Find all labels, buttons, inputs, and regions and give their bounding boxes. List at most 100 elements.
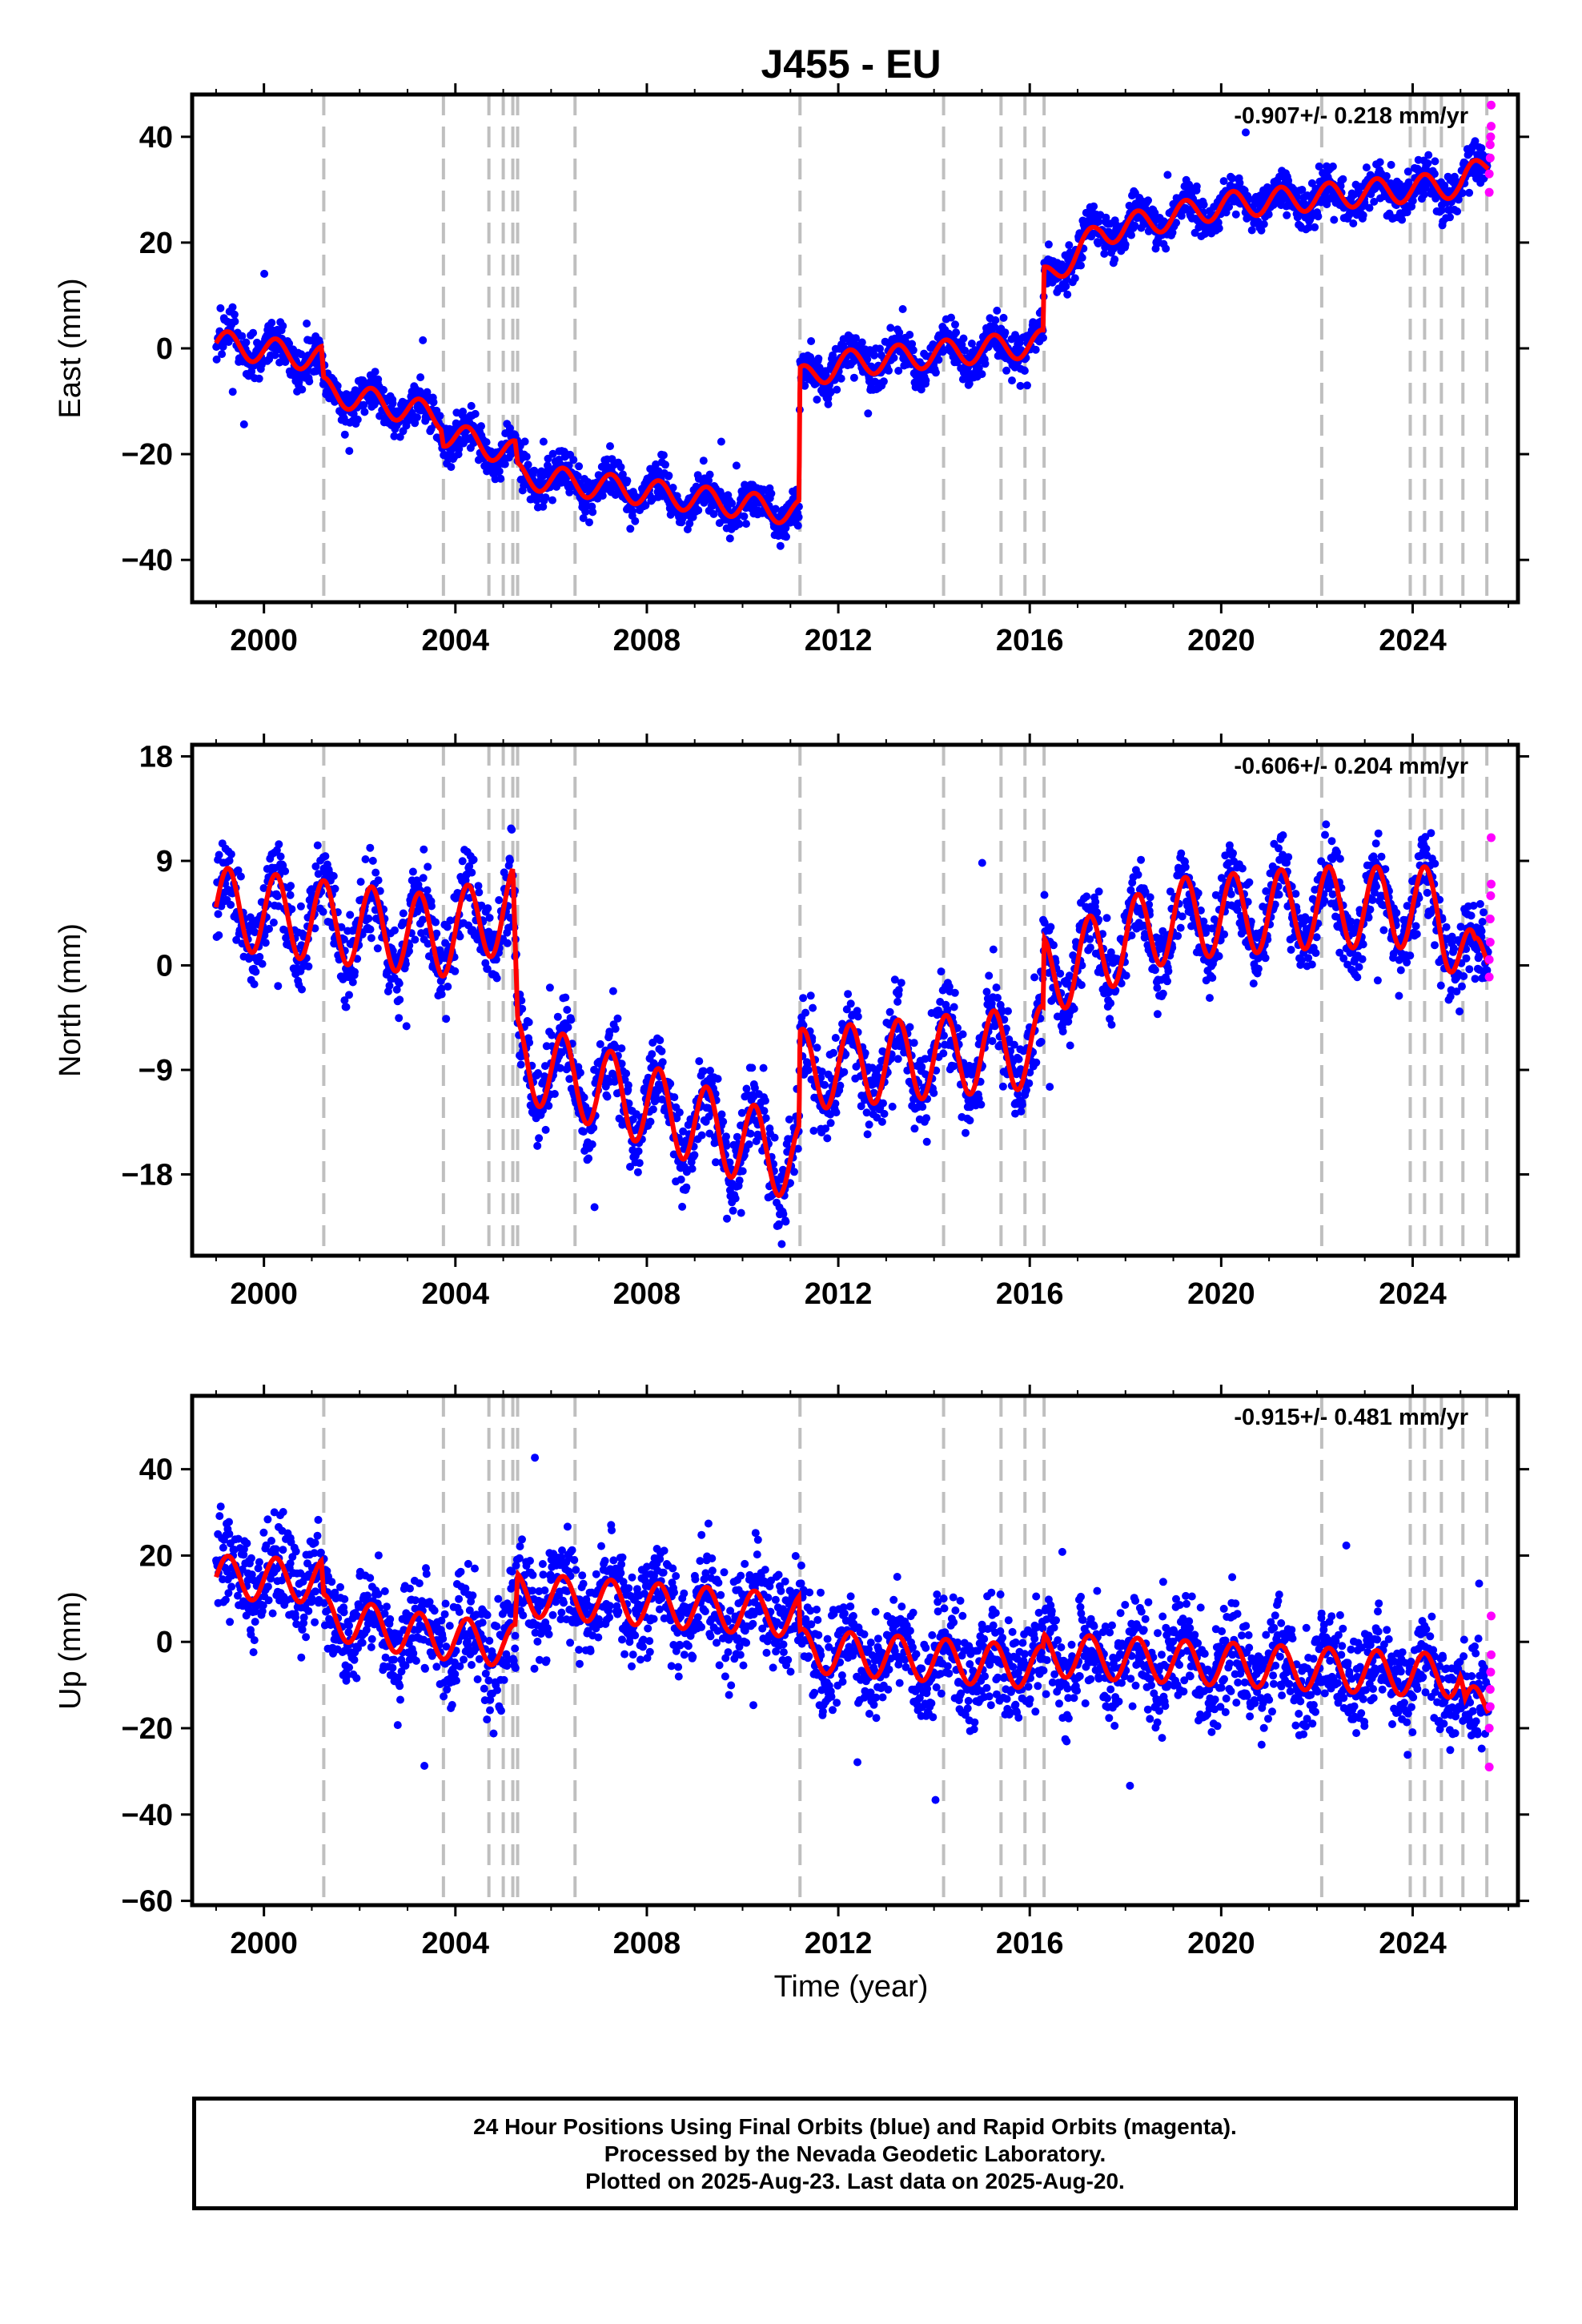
final-orbit-point [1314, 212, 1323, 221]
final-orbit-point [1403, 167, 1412, 176]
final-orbit-point [951, 320, 959, 329]
final-orbit-point [1172, 219, 1181, 227]
final-orbit-point [371, 368, 379, 376]
final-orbit-point [1304, 223, 1313, 231]
final-orbit-point [709, 509, 718, 518]
final-orbit-point [419, 874, 428, 883]
final-orbit-point [1046, 1083, 1054, 1092]
final-orbit-point [1261, 954, 1270, 963]
final-orbit-point [1362, 163, 1371, 172]
final-orbit-point [831, 1034, 840, 1042]
final-orbit-point [388, 399, 397, 408]
final-orbit-point [682, 1183, 691, 1192]
final-orbit-point [723, 1214, 731, 1223]
final-orbit-point [1403, 208, 1411, 217]
final-orbit-point [853, 1012, 862, 1021]
final-orbit-point [255, 952, 264, 961]
final-orbit-point [898, 305, 907, 313]
final-orbit-point [524, 460, 532, 469]
final-orbit-point [746, 1129, 755, 1138]
final-orbit-point [1158, 989, 1167, 998]
final-orbit-point [1206, 994, 1214, 1003]
final-orbit-point [251, 928, 259, 937]
final-orbit-point [451, 967, 460, 975]
final-orbit-point [885, 366, 893, 375]
final-orbit-point [767, 489, 776, 498]
final-orbit-point [652, 460, 661, 468]
final-orbit-point [598, 492, 607, 500]
final-orbit-point [1307, 960, 1316, 969]
final-orbit-point [286, 891, 295, 899]
final-orbit-point [522, 452, 531, 461]
final-orbit-point [801, 1008, 810, 1017]
final-orbit-point [1375, 158, 1384, 167]
final-orbit-point [917, 1063, 926, 1072]
final-orbit-point [319, 907, 327, 916]
final-orbit-point [1030, 973, 1039, 982]
final-orbit-point [1122, 971, 1130, 980]
final-orbit-point [939, 1049, 948, 1058]
final-orbit-point [950, 988, 959, 997]
final-orbit-point [821, 1080, 829, 1089]
final-orbit-point [737, 1208, 745, 1217]
final-orbit-point [910, 1124, 919, 1133]
final-orbit-point [659, 451, 668, 460]
final-orbit-point [1370, 197, 1379, 206]
final-orbit-point [424, 862, 432, 871]
final-orbit-point [261, 939, 270, 947]
final-orbit-point [1090, 202, 1098, 211]
final-orbit-point [361, 855, 370, 863]
final-orbit-point [669, 484, 677, 492]
final-orbit-point [544, 454, 552, 463]
final-orbit-point [1102, 914, 1111, 923]
final-orbit-point [539, 437, 548, 446]
final-orbit-point [998, 1082, 1007, 1091]
final-orbit-point [589, 1124, 598, 1132]
final-orbit-point [733, 1132, 741, 1141]
final-orbit-point [1339, 175, 1347, 183]
final-orbit-point [279, 322, 287, 330]
final-orbit-point [1058, 1027, 1067, 1035]
panels: 2000 2004 2008 2012 2016 2020 2024−40−2002040E… [54, 83, 1529, 1960]
final-orbit-point [340, 430, 349, 439]
final-orbit-point [1107, 1020, 1116, 1029]
final-orbit-point [742, 520, 750, 529]
final-orbit-point [1330, 215, 1339, 224]
final-orbit-point [705, 470, 714, 479]
final-orbit-point [690, 1151, 699, 1160]
final-orbit-point [239, 420, 248, 428]
final-orbit-point [622, 1069, 631, 1078]
final-orbit-point [1093, 908, 1102, 917]
final-orbit-point [1220, 930, 1229, 939]
final-orbit-points [211, 820, 1492, 1248]
final-orbit-point [1130, 221, 1139, 230]
final-orbit-point [1177, 849, 1186, 858]
final-orbit-point [1137, 855, 1146, 864]
final-orbit-point [366, 925, 375, 934]
final-orbit-point [1453, 207, 1462, 215]
final-orbit-point [346, 911, 355, 919]
y-tick-label: −40 [122, 544, 173, 577]
final-orbit-point [360, 408, 369, 416]
final-orbit-point [1001, 328, 1010, 337]
final-orbit-point [1039, 333, 1047, 342]
final-orbit-point [1446, 213, 1454, 222]
final-orbit-point [349, 409, 358, 418]
final-orbit-point [565, 488, 574, 497]
final-orbit-point [416, 373, 425, 382]
final-orbit-point [1424, 151, 1433, 159]
rapid-orbit-point [1485, 153, 1495, 163]
final-orbit-point [500, 460, 509, 468]
final-orbit-point [506, 856, 514, 865]
final-orbit-point [444, 983, 452, 991]
final-orbit-point [232, 935, 241, 944]
final-orbit-point [234, 866, 243, 875]
final-orbit-point [1062, 282, 1070, 291]
final-orbit-point [276, 852, 285, 861]
final-orbit-point [1242, 128, 1250, 137]
final-orbit-point [880, 1109, 889, 1118]
final-orbit-point [1231, 210, 1240, 219]
final-orbit-point [930, 1088, 938, 1097]
final-orbit-point [238, 332, 247, 340]
